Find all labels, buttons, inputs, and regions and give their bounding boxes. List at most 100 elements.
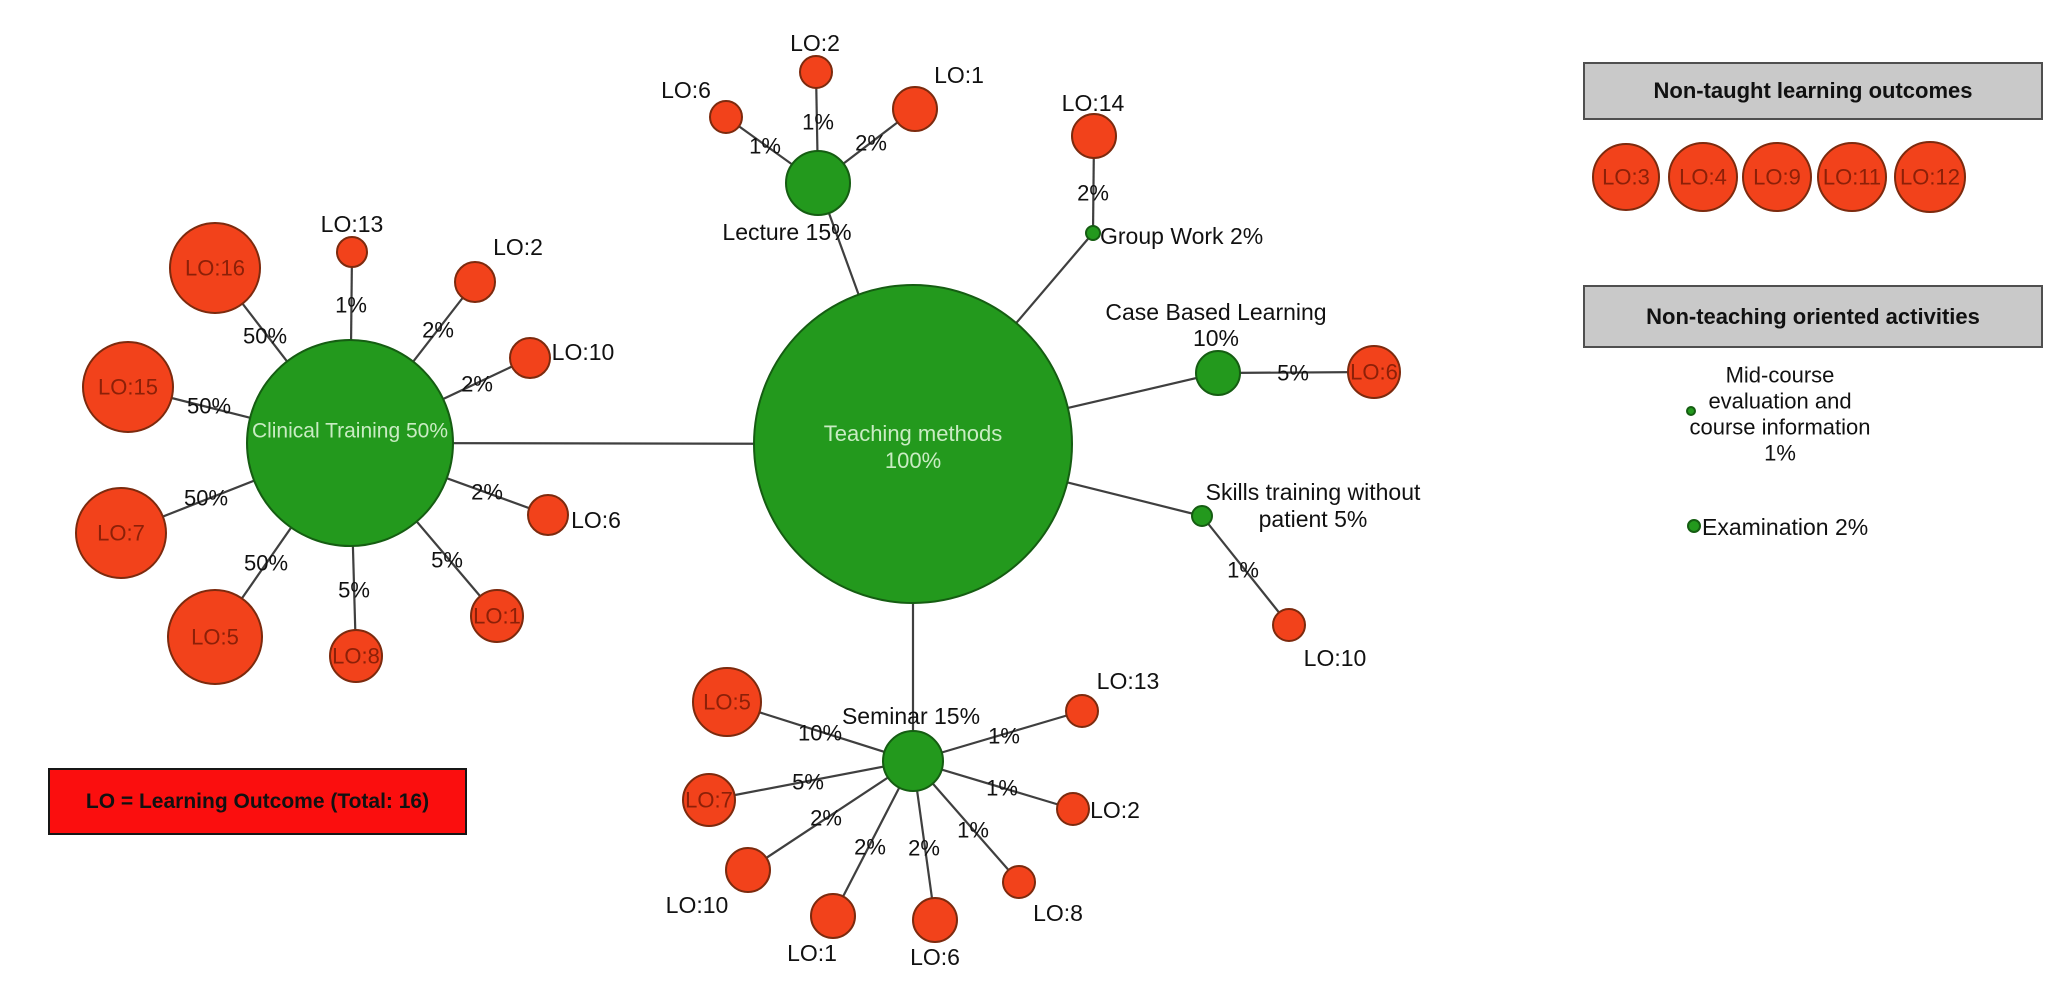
- node-seminar-lo13: [1065, 694, 1099, 728]
- node-label-clinical-lo1: LO:1: [473, 604, 521, 629]
- edge-label-clinical-training-clinical-lo1: 5%: [431, 548, 463, 573]
- node-clinical-lo1: [470, 589, 524, 643]
- node-lecture-lo2: [799, 55, 833, 89]
- edge-label-clinical-training-clinical-lo6: 2%: [471, 480, 503, 505]
- non-taught-learning-outcomes-header: Non-taught learning outcomes: [1583, 62, 2043, 120]
- edge-label-seminar-seminar-lo7: 5%: [792, 770, 824, 795]
- node-seminar-lo8: [1002, 865, 1036, 899]
- node-label-cbl-lo6: LO:6: [1350, 360, 1398, 385]
- node-nontaught-lo9: [1742, 142, 1812, 212]
- node-clinical-lo16: [169, 222, 261, 314]
- label-skills-lo10-label: LO:10: [1304, 645, 1367, 671]
- label-lecture-lo2-label: LO:2: [790, 30, 840, 56]
- node-skills-training: [1191, 505, 1213, 527]
- node-clinical-lo13: [336, 236, 368, 268]
- edge-seminar-seminar-lo7: [708, 759, 914, 802]
- node-lecture-lo1: [892, 86, 938, 132]
- label-mid-course-title: evaluation and: [1708, 389, 1851, 414]
- non-teaching-oriented-activities-header: Non-teaching oriented activities: [1583, 285, 2043, 348]
- label-lecture-title: Lecture 15%: [722, 219, 851, 245]
- node-label-nontaught-lo4: LO:4: [1679, 165, 1727, 190]
- node-nontaught-lo4: [1668, 142, 1738, 212]
- node-label-clinical-lo7: LO:7: [97, 521, 145, 546]
- node-seminar-lo7: [682, 773, 736, 827]
- edge-label-clinical-training-clinical-lo2: 2%: [422, 318, 454, 343]
- node-lecture: [785, 150, 851, 216]
- node-label-seminar-lo7: LO:7: [685, 788, 733, 813]
- label-group-work-title: Group Work 2%: [1100, 223, 1263, 249]
- label-examination-title: Examination 2%: [1702, 514, 1868, 540]
- node-label-nontaught-lo3: LO:3: [1602, 165, 1650, 190]
- node-nontaught-lo11: [1817, 142, 1887, 212]
- node-label-clinical-lo16: LO:16: [185, 256, 245, 281]
- label-seminar-lo8-label: LO:8: [1033, 900, 1083, 926]
- node-label-clinical-training: Clinical Training 50%: [252, 420, 448, 443]
- edge-label-lecture-lecture-lo6: 1%: [749, 134, 781, 159]
- node-seminar-lo2: [1056, 792, 1090, 826]
- node-nontaught-lo3: [1592, 143, 1660, 211]
- edge-label-seminar-seminar-lo10: 2%: [810, 806, 842, 831]
- edge-skills-training-skills-lo10: [1201, 515, 1290, 626]
- label-cbl-title: 10%: [1193, 325, 1239, 351]
- node-label-clinical-lo8: LO:8: [332, 644, 380, 669]
- node-clinical-training: [246, 339, 454, 547]
- label-seminar-lo1-label: LO:1: [787, 940, 837, 966]
- label-seminar-title: Seminar 15%: [842, 703, 980, 729]
- node-cbl-lo6: [1347, 345, 1401, 399]
- label-lecture-lo1-label: LO:1: [934, 62, 984, 88]
- node-teaching-methods: [753, 284, 1073, 604]
- edge-label-seminar-seminar-lo6: 2%: [908, 836, 940, 861]
- node-label-nontaught-lo11: LO:11: [1823, 165, 1881, 190]
- label-seminar-lo6-label: LO:6: [910, 944, 960, 970]
- edge-label-group-work-groupwork-lo14: 2%: [1077, 181, 1109, 206]
- node-seminar-lo6: [912, 897, 958, 943]
- legend-label: LO = Learning Outcome (Total: 16): [85, 789, 430, 813]
- non-teaching-header-label: Non-teaching oriented activities: [1646, 303, 1980, 329]
- edge-label-skills-training-skills-lo10: 1%: [1227, 558, 1259, 583]
- edge-label-seminar-seminar-lo13: 1%: [988, 724, 1020, 749]
- node-clinical-lo6: [527, 494, 569, 536]
- edge-label-seminar-seminar-lo8: 1%: [957, 818, 989, 843]
- label-skills-title: Skills training without: [1206, 479, 1421, 505]
- edge-label-clinical-training-clinical-lo5: 50%: [244, 551, 288, 576]
- edge-label-seminar-seminar-lo1: 2%: [854, 835, 886, 860]
- edge-label-clinical-training-clinical-lo15: 50%: [187, 394, 231, 419]
- node-clinical-lo15: [82, 341, 174, 433]
- node-label-clinical-lo15: LO:15: [98, 375, 158, 400]
- label-clinical-lo10-label: LO:10: [552, 339, 615, 365]
- edge-label-clinical-training-clinical-lo7: 50%: [184, 486, 228, 511]
- label-seminar-lo2-label: LO:2: [1090, 797, 1140, 823]
- node-case-based-learning: [1195, 350, 1241, 396]
- edge-label-seminar-seminar-lo2: 1%: [986, 776, 1018, 801]
- label-mid-course-title: 1%: [1764, 441, 1796, 466]
- label-mid-course-title: course information: [1690, 415, 1871, 440]
- label-skills-title: patient 5%: [1259, 506, 1368, 532]
- node-label-nontaught-lo12: LO:12: [1900, 165, 1960, 190]
- label-cbl-title: Case Based Learning: [1105, 299, 1326, 325]
- node-label-teaching-methods: 100%: [885, 448, 941, 473]
- node-clinical-lo7: [75, 487, 167, 579]
- edge-label-clinical-training-clinical-lo13: 1%: [335, 293, 367, 318]
- label-mid-course-title: Mid-course: [1726, 363, 1835, 388]
- node-clinical-lo5: [167, 589, 263, 685]
- learning-outcome-legend: LO = Learning Outcome (Total: 16): [48, 768, 467, 835]
- non-taught-header-label: Non-taught learning outcomes: [1653, 78, 1973, 103]
- node-groupwork-lo14: [1071, 113, 1117, 159]
- edge-label-clinical-training-clinical-lo16: 50%: [243, 324, 287, 349]
- node-clinical-lo10: [509, 337, 551, 379]
- edge-seminar-seminar-lo10: [747, 760, 914, 871]
- node-examination-dot: [1687, 519, 1701, 533]
- edge-label-lecture-lecture-lo2: 1%: [802, 110, 834, 135]
- label-clinical-lo13-label: LO:13: [321, 211, 384, 237]
- node-seminar-lo5: [692, 667, 762, 737]
- label-clinical-lo6-label: LO:6: [571, 507, 621, 533]
- node-label-seminar-lo5: LO:5: [703, 690, 751, 715]
- label-lecture-lo6-label: LO:6: [661, 77, 711, 103]
- label-seminar-lo10-label: LO:10: [666, 892, 729, 918]
- edge-label-seminar-seminar-lo5: 10%: [798, 721, 842, 746]
- node-skills-lo10: [1272, 608, 1306, 642]
- edge-label-clinical-training-clinical-lo8: 5%: [338, 578, 370, 603]
- label-groupwork-lo14-label: LO:14: [1062, 90, 1125, 116]
